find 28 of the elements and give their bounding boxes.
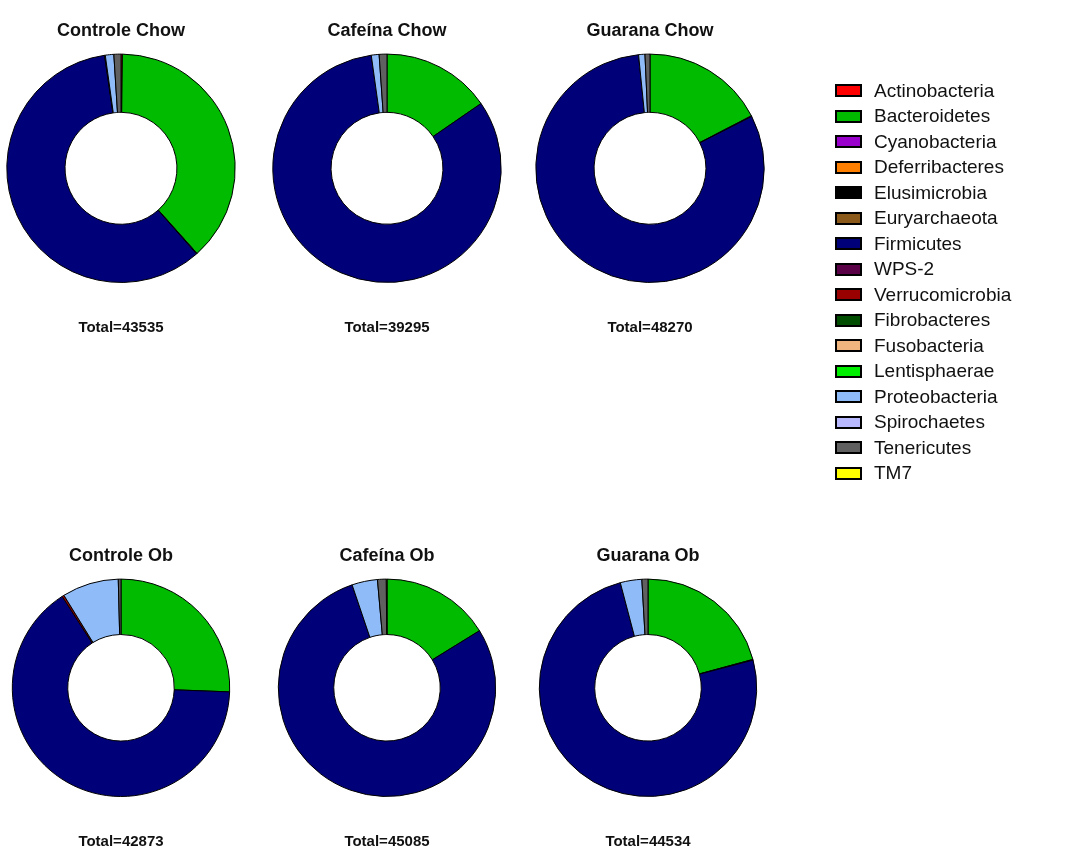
chart-title: Controle Ob — [69, 544, 173, 565]
legend-label: Tenericutes — [874, 436, 972, 459]
text: Total=48270 — [607, 318, 693, 336]
legend-label: Actinobacteria — [874, 79, 995, 102]
chart-title: Guarana Ob — [596, 544, 700, 565]
chart-title: Guarana Chow — [586, 19, 715, 40]
chart-title: Controle Chow — [57, 19, 186, 40]
legend-label: Euryarchaeota — [874, 207, 998, 230]
legend-label: Bacteroidetes — [874, 105, 991, 128]
text: Total=45085 — [344, 832, 430, 850]
legend-label: WPS-2 — [874, 258, 935, 281]
legend-label: Proteobacteria — [874, 385, 998, 408]
chart-title: Cafeína Ob — [339, 544, 435, 565]
text: Total=44534 — [605, 832, 692, 850]
legend-label: Fibrobacteres — [874, 309, 991, 332]
legend-label: Elusimicrobia — [874, 181, 987, 204]
text: Total=43535 — [78, 318, 164, 336]
legend-label: Firmicutes — [874, 232, 962, 255]
chart-title: Cafeína Chow — [327, 19, 448, 40]
text: Total=39295 — [344, 318, 430, 336]
legend-label: Verrucomicrobia — [874, 283, 1012, 306]
legend-label: Lentisphaerae — [874, 360, 995, 383]
legend-label: Spirochaetes — [874, 411, 985, 434]
legend-label: Deferribacteres — [874, 156, 1004, 179]
legend-label: TM7 — [874, 462, 912, 485]
text: Total=42873 — [78, 832, 164, 850]
legend-label: Cyanobacteria — [874, 130, 997, 153]
legend-label: Fusobacteria — [874, 334, 984, 357]
